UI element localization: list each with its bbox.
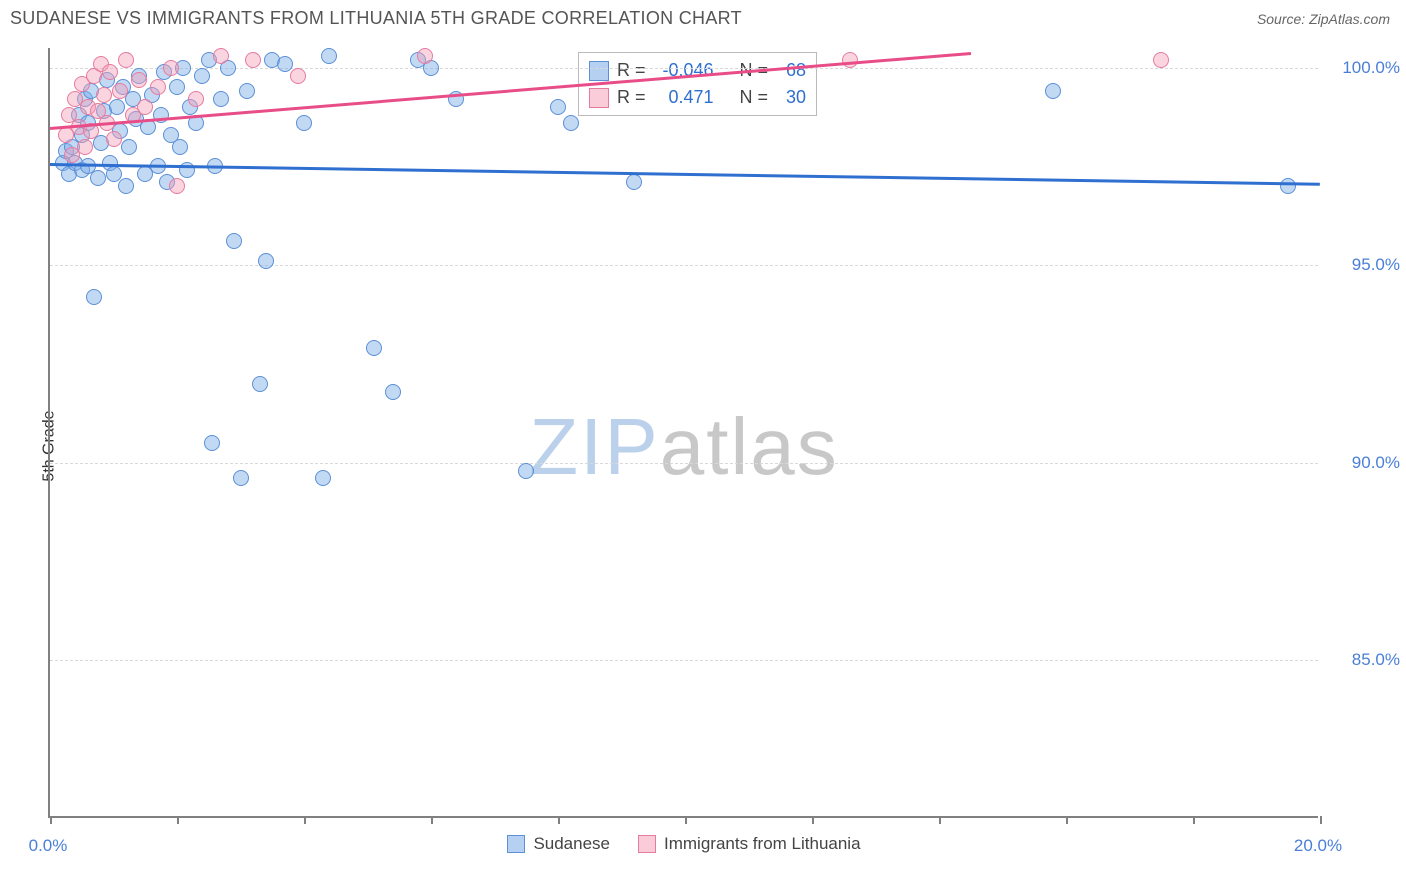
swatch-blue-icon — [507, 835, 525, 853]
data-point — [239, 83, 255, 99]
x-tick — [939, 816, 941, 824]
data-point — [204, 435, 220, 451]
data-point — [137, 99, 153, 115]
plot-area: ZIPatlas R = -0.046 N = 68 R = 0.471 N =… — [48, 48, 1318, 818]
legend: Sudanese Immigrants from Lithuania — [50, 834, 1318, 854]
data-point — [290, 68, 306, 84]
x-tick — [177, 816, 179, 824]
source-label: Source: — [1257, 11, 1305, 27]
r-value-blue: -0.046 — [654, 57, 714, 84]
n-value-blue: 68 — [776, 57, 806, 84]
data-point — [1045, 83, 1061, 99]
source-value: ZipAtlas.com — [1309, 11, 1390, 27]
x-tick — [558, 816, 560, 824]
x-tick — [685, 816, 687, 824]
data-point — [315, 470, 331, 486]
data-point — [172, 139, 188, 155]
data-point — [277, 56, 293, 72]
gridline — [50, 463, 1318, 464]
gridline — [50, 265, 1318, 266]
legend-item-lithuania: Immigrants from Lithuania — [638, 834, 861, 854]
x-tick — [50, 816, 52, 824]
data-point — [296, 115, 312, 131]
data-point — [321, 48, 337, 64]
data-point — [226, 233, 242, 249]
source-credit: Source: ZipAtlas.com — [1257, 11, 1390, 27]
r-label: R = — [617, 84, 646, 111]
r-value-pink: 0.471 — [654, 84, 714, 111]
data-point — [77, 139, 93, 155]
data-point — [102, 64, 118, 80]
x-tick — [1320, 816, 1322, 824]
x-tick-label: 20.0% — [1294, 836, 1342, 856]
swatch-pink-icon — [589, 88, 609, 108]
data-point — [150, 79, 166, 95]
x-tick-label: 0.0% — [29, 836, 68, 856]
trend-line — [50, 163, 1320, 185]
data-point — [169, 79, 185, 95]
chart-title: SUDANESE VS IMMIGRANTS FROM LITHUANIA 5T… — [10, 8, 742, 29]
data-point — [1153, 52, 1169, 68]
data-point — [86, 289, 102, 305]
correlation-stats-box: R = -0.046 N = 68 R = 0.471 N = 30 — [578, 52, 817, 116]
data-point — [1280, 178, 1296, 194]
x-tick — [1193, 816, 1195, 824]
x-tick — [812, 816, 814, 824]
y-tick-label: 100.0% — [1342, 58, 1400, 78]
data-point — [112, 83, 128, 99]
data-point — [188, 91, 204, 107]
data-point — [163, 60, 179, 76]
data-point — [563, 115, 579, 131]
data-point — [626, 174, 642, 190]
data-point — [96, 87, 112, 103]
n-label: N = — [740, 84, 769, 111]
data-point — [213, 48, 229, 64]
watermark-part1: ZIP — [529, 402, 659, 491]
y-tick-label: 95.0% — [1352, 255, 1400, 275]
data-point — [417, 48, 433, 64]
y-tick-label: 90.0% — [1352, 453, 1400, 473]
swatch-blue-icon — [589, 61, 609, 81]
data-point — [252, 376, 268, 392]
data-point — [109, 99, 125, 115]
data-point — [106, 131, 122, 147]
data-point — [194, 68, 210, 84]
data-point — [550, 99, 566, 115]
data-point — [131, 72, 147, 88]
watermark: ZIPatlas — [529, 401, 838, 493]
header: SUDANESE VS IMMIGRANTS FROM LITHUANIA 5T… — [0, 0, 1406, 33]
gridline — [50, 660, 1318, 661]
x-tick — [431, 816, 433, 824]
y-tick-label: 85.0% — [1352, 650, 1400, 670]
data-point — [385, 384, 401, 400]
legend-label: Sudanese — [533, 834, 610, 854]
data-point — [518, 463, 534, 479]
data-point — [366, 340, 382, 356]
gridline — [50, 68, 1318, 69]
data-point — [213, 91, 229, 107]
n-value-pink: 30 — [776, 84, 806, 111]
data-point — [842, 52, 858, 68]
x-tick — [304, 816, 306, 824]
data-point — [118, 178, 134, 194]
legend-label: Immigrants from Lithuania — [664, 834, 861, 854]
watermark-part2: atlas — [660, 402, 839, 491]
x-tick — [1066, 816, 1068, 824]
data-point — [233, 470, 249, 486]
data-point — [258, 253, 274, 269]
stats-row-pink: R = 0.471 N = 30 — [589, 84, 806, 111]
swatch-pink-icon — [638, 835, 656, 853]
data-point — [169, 178, 185, 194]
legend-item-sudanese: Sudanese — [507, 834, 610, 854]
data-point — [245, 52, 261, 68]
data-point — [106, 166, 122, 182]
data-point — [118, 52, 134, 68]
data-point — [121, 139, 137, 155]
data-point — [90, 170, 106, 186]
